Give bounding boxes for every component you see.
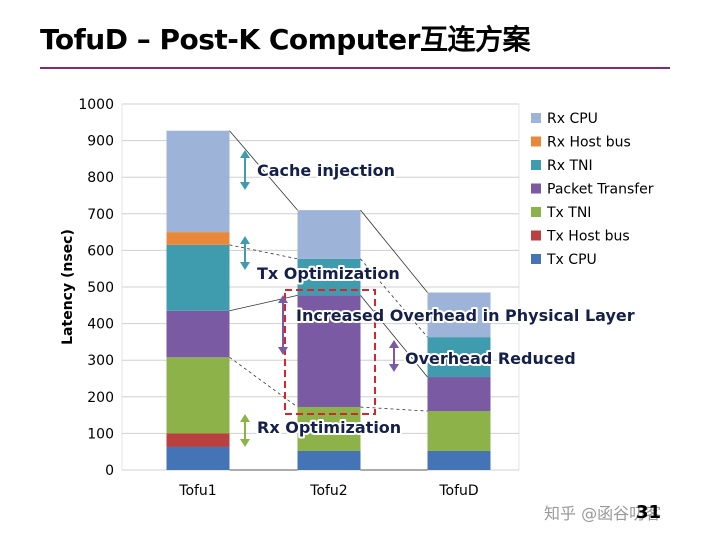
y-tick-label: 0 (105, 463, 114, 479)
y-tick-label: 1000 (78, 97, 114, 113)
arrow-head (278, 347, 288, 355)
connector-line (360, 258, 428, 338)
legend-swatch (531, 230, 541, 241)
x-tick-label: Tofu1 (178, 483, 216, 499)
legend-swatch (531, 183, 541, 194)
legend-swatch (531, 113, 541, 123)
legend-swatch (531, 160, 541, 170)
bar-segment (427, 411, 491, 451)
connector-line (229, 356, 298, 408)
bar-segment (166, 446, 230, 470)
legend-label: Tx TNI (546, 205, 591, 221)
bar-segment (427, 377, 491, 412)
bar-segment (427, 337, 491, 378)
x-tick-label: Tofu2 (309, 483, 347, 499)
arrow-head (240, 414, 250, 422)
arrow-head (240, 150, 250, 158)
y-tick-label: 600 (87, 243, 114, 259)
y-tick-labels: 0 100 200 300 400 500 600 700 800 900 1000 (78, 97, 114, 479)
legend-label: Rx CPU (547, 111, 598, 127)
annotation-increased-overhead: Increased Overhead in Physical Layer (296, 306, 635, 325)
legend-swatch (531, 254, 541, 264)
bar-segment (166, 232, 230, 245)
legend-label: Tx CPU (546, 252, 597, 268)
y-tick-label: 400 (87, 317, 114, 333)
y-tick-label: 900 (87, 134, 114, 150)
arrow-head (240, 262, 250, 270)
bar-segment (427, 450, 491, 470)
arrow-head (389, 340, 399, 348)
title-rule (40, 67, 670, 69)
connector-line (229, 295, 298, 312)
connector-line (229, 130, 298, 211)
y-tick-label: 300 (87, 353, 114, 369)
slide-title: TofuD – Post-K Computer互连方案 (40, 23, 530, 56)
bar-segment (297, 210, 361, 259)
y-tick-label: 800 (87, 170, 114, 186)
watermark: 知乎 @函谷叨客 (544, 504, 662, 523)
legend-label: Rx TNI (547, 158, 593, 174)
legend: Rx CPU Rx Host bus Rx TNI Packet Transfer Tx… (531, 111, 654, 268)
legend-label: Rx Host bus (547, 135, 631, 151)
y-tick-label: 100 (87, 426, 114, 442)
bar-segment (297, 450, 361, 470)
legend-label: Packet Transfer (547, 182, 654, 198)
bar-segment (427, 292, 491, 338)
bar-segment (166, 357, 230, 434)
legend-swatch (531, 207, 541, 217)
bar-segment (166, 310, 230, 358)
bar-segment (166, 130, 230, 233)
connector-line (360, 406, 428, 412)
arrow-head (240, 439, 250, 447)
highlight-box (284, 289, 376, 415)
y-tick-label: 700 (87, 207, 114, 223)
y-tick-label: 500 (87, 280, 114, 296)
annotation-tx-optimization: Tx Optimization (257, 264, 400, 283)
arrow-head (240, 236, 250, 244)
legend-swatch (531, 136, 541, 147)
bar-segment (166, 244, 230, 311)
y-tick-label: 200 (87, 390, 114, 406)
bar-segment (166, 433, 230, 447)
connector-line (360, 209, 428, 293)
annotation-cache-injection: Cache injection (257, 161, 395, 180)
annotation-rx-optimization: Rx Optimization (257, 418, 401, 437)
x-tick-label: TofuD (438, 483, 478, 499)
y-axis-label: Latency (nsec) (60, 229, 76, 345)
arrow-head (278, 295, 288, 303)
bar-segment (297, 295, 361, 408)
connector-lines (229, 130, 428, 471)
page-number: 31 (636, 502, 662, 523)
connector-line (360, 295, 428, 378)
x-tick-labels: Tofu1 Tofu2 TofuD (178, 483, 478, 499)
annotation-overhead-reduced: Overhead Reduced (405, 349, 576, 368)
annotation-arrows (240, 150, 399, 447)
arrow-head (240, 182, 250, 190)
arrow-head (389, 364, 399, 372)
legend-label: Tx Host bus (546, 229, 630, 245)
